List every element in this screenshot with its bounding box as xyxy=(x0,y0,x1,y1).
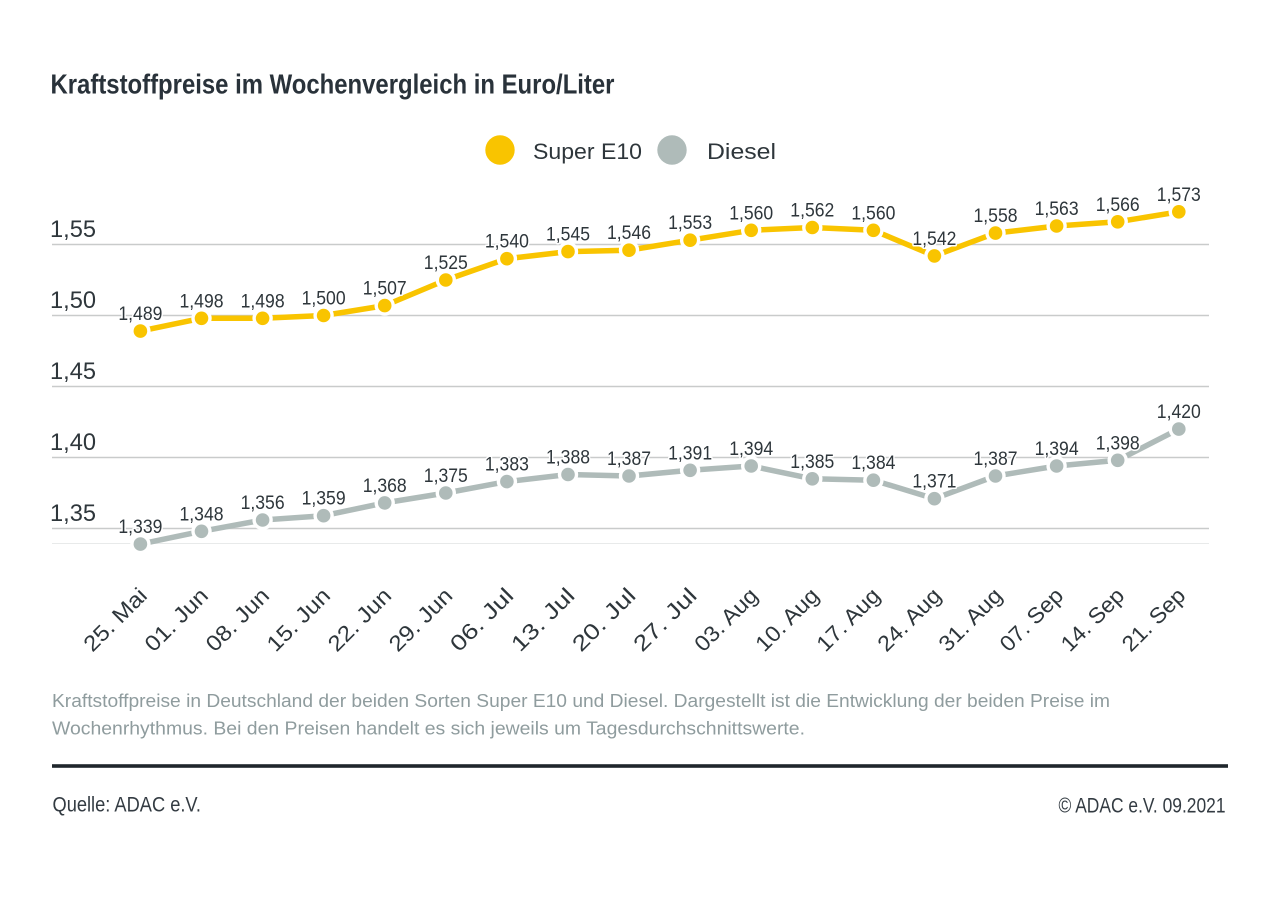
svg-text:1,498: 1,498 xyxy=(180,291,224,312)
svg-text:Wochenrhythmus. Bei den Preise: Wochenrhythmus. Bei den Preisen handelt … xyxy=(52,718,805,739)
svg-text:1,383: 1,383 xyxy=(485,455,529,476)
svg-text:1,356: 1,356 xyxy=(241,493,285,514)
svg-text:© ADAC e.V. 09.2021: © ADAC e.V. 09.2021 xyxy=(1059,795,1226,818)
svg-text:Super E10: Super E10 xyxy=(533,139,642,164)
svg-text:1,560: 1,560 xyxy=(729,203,773,224)
svg-text:1,384: 1,384 xyxy=(851,453,895,474)
svg-text:1,540: 1,540 xyxy=(485,232,529,253)
svg-text:1,420: 1,420 xyxy=(1157,402,1201,423)
svg-text:1,573: 1,573 xyxy=(1157,185,1201,206)
svg-text:1,500: 1,500 xyxy=(302,289,346,310)
svg-text:1,525: 1,525 xyxy=(424,253,468,274)
svg-text:1,560: 1,560 xyxy=(851,203,895,224)
svg-text:1,375: 1,375 xyxy=(424,466,468,487)
svg-text:1,50: 1,50 xyxy=(50,287,96,314)
svg-text:1,348: 1,348 xyxy=(180,504,224,525)
svg-text:Kraftstoffpreise im Wochenverg: Kraftstoffpreise im Wochenvergleich in E… xyxy=(51,69,615,100)
svg-text:1,507: 1,507 xyxy=(363,279,407,300)
svg-text:1,371: 1,371 xyxy=(912,472,956,493)
svg-text:1,385: 1,385 xyxy=(790,452,834,473)
svg-text:1,498: 1,498 xyxy=(241,291,285,312)
svg-text:Diesel: Diesel xyxy=(707,139,776,164)
svg-text:1,394: 1,394 xyxy=(729,439,773,460)
svg-text:1,545: 1,545 xyxy=(546,225,590,246)
svg-text:1,391: 1,391 xyxy=(668,443,712,464)
svg-text:1,489: 1,489 xyxy=(118,304,162,325)
svg-text:Quelle: ADAC e.V.: Quelle: ADAC e.V. xyxy=(53,794,202,817)
svg-text:1,542: 1,542 xyxy=(912,229,956,250)
svg-text:1,35: 1,35 xyxy=(50,500,96,527)
svg-text:1,55: 1,55 xyxy=(50,216,96,243)
svg-text:1,339: 1,339 xyxy=(118,517,162,538)
svg-text:1,387: 1,387 xyxy=(607,449,651,470)
svg-text:1,388: 1,388 xyxy=(546,448,590,469)
svg-text:1,40: 1,40 xyxy=(50,429,96,456)
svg-text:1,553: 1,553 xyxy=(668,213,712,234)
svg-text:1,387: 1,387 xyxy=(974,449,1018,470)
svg-text:1,562: 1,562 xyxy=(790,201,834,222)
svg-text:1,394: 1,394 xyxy=(1035,439,1079,460)
svg-text:1,546: 1,546 xyxy=(607,223,651,244)
svg-text:1,558: 1,558 xyxy=(974,206,1018,227)
svg-text:1,566: 1,566 xyxy=(1096,195,1140,216)
svg-text:Kraftstoffpreise in Deutschlan: Kraftstoffpreise in Deutschland der beid… xyxy=(52,690,1110,711)
svg-text:1,398: 1,398 xyxy=(1096,433,1140,454)
svg-text:1,359: 1,359 xyxy=(302,489,346,510)
svg-text:1,368: 1,368 xyxy=(363,476,407,497)
svg-text:1,45: 1,45 xyxy=(50,358,96,385)
svg-text:1,563: 1,563 xyxy=(1035,199,1079,220)
